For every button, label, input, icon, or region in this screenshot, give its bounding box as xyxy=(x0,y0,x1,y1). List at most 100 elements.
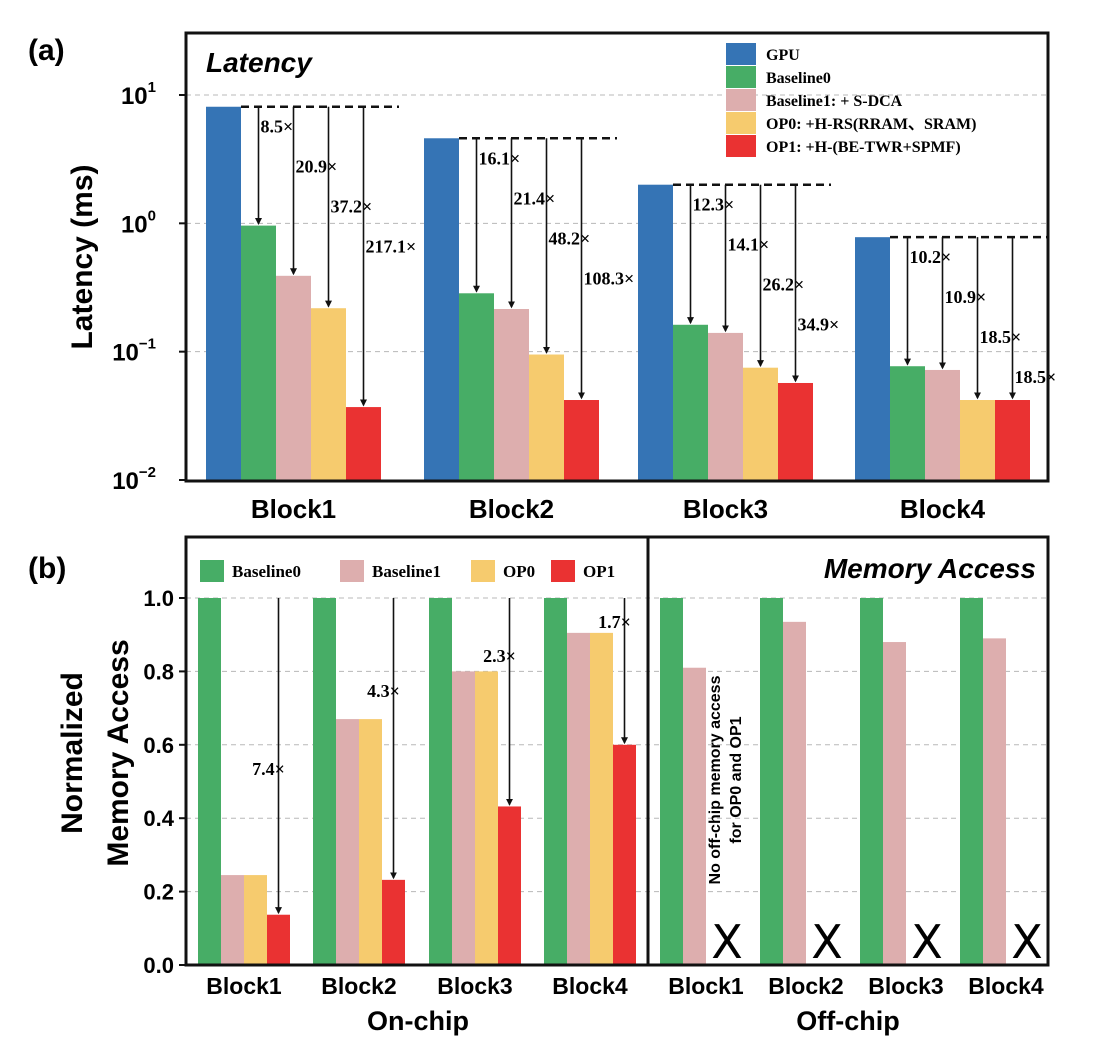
speedup-label: 18.5× xyxy=(980,327,1022,347)
bar-op1-block1 xyxy=(346,407,381,481)
bar-onchip-op1-block4 xyxy=(613,744,636,965)
legend-swatch-baseline1 xyxy=(726,89,756,111)
panel-b: (b) 7.4× 4.3× 2.3× 1.7× X X X X Memory Access B… xyxy=(28,535,1050,1036)
bar-offchip-baseline0-block4 xyxy=(960,598,983,965)
legend-label-op1: OP1 xyxy=(583,562,615,581)
bar-baseline0-block4 xyxy=(890,366,925,481)
panel-b-reduction-annotations: 7.4× 4.3× 2.3× 1.7× X X X X xyxy=(252,598,1043,969)
panel-b-y-axis-label-line2: Memory Access xyxy=(102,639,135,866)
panel-a-y-axis-label: Latency (ms) xyxy=(66,164,99,349)
legend-label-op0: OP0: +H-RS(RRAM、SRAM) xyxy=(766,116,976,133)
legend-label-baseline0: Baseline0 xyxy=(232,562,301,581)
legend-label-op1: OP1: +H-(BE-TWR+SPMF) xyxy=(766,139,961,156)
speedup-label: 14.1× xyxy=(728,235,770,255)
panel-a-x-labels: Block1 Block2 Block3 Block4 xyxy=(251,494,986,524)
reduction-label: 7.4× xyxy=(252,759,285,779)
bar-onchip-baseline1-block4 xyxy=(567,632,590,965)
x-tick-label-offchip-block3: Block3 xyxy=(868,973,943,999)
bar-onchip-baseline0-block2 xyxy=(313,598,336,965)
panel-b-y-axis-label-line1: Normalized xyxy=(56,672,89,834)
y-tick-label: 1.0 xyxy=(143,586,174,611)
legend-swatch-op1 xyxy=(551,560,575,582)
bar-offchip-baseline0-block1 xyxy=(660,598,683,965)
legend-label-baseline0: Baseline0 xyxy=(766,70,831,87)
bar-onchip-baseline1-block1 xyxy=(221,875,244,965)
panel-a-letter: (a) xyxy=(28,34,65,67)
panel-a-speedup-annotations: 8.5×20.9× 37.2× 217.1× 16.1× 21.4× 48.2× 108.3… xyxy=(241,105,1056,407)
speedup-label: 108.3× xyxy=(584,268,635,288)
reduction-label: 1.7× xyxy=(598,612,631,632)
speedup-label: 10.9× xyxy=(945,287,987,307)
panel-b-frame xyxy=(184,535,1050,967)
speedup-label: 8.5× xyxy=(261,117,294,137)
y-tick-label: 0.2 xyxy=(143,880,174,905)
bar-baseline1-block2 xyxy=(494,308,529,481)
legend-swatch-op0 xyxy=(726,112,756,134)
panel-a-legend: GPU Baseline0 Baseline1: + S-DCA OP0: +H-RS… xyxy=(726,43,976,157)
bar-onchip-baseline0-block1 xyxy=(198,598,221,965)
speedup-label: 217.1× xyxy=(366,237,417,257)
y-tick-label: 10−2 xyxy=(112,464,156,495)
bar-baseline0-block3 xyxy=(673,324,708,481)
bar-onchip-op0-block4 xyxy=(590,632,613,965)
speedup-label: 37.2× xyxy=(331,197,373,217)
panel-b-y-ticks: 0.0 0.2 0.4 0.6 0.8 1.0 xyxy=(143,586,186,978)
reduction-label: 4.3× xyxy=(367,681,400,701)
bar-offchip-baseline0-block3 xyxy=(860,598,883,965)
y-tick-label: 0.6 xyxy=(143,733,174,758)
x-tick-label-onchip-block3: Block3 xyxy=(437,973,512,999)
speedup-label: 34.9× xyxy=(798,315,840,335)
panel-b-letter: (b) xyxy=(28,552,66,585)
speedup-label: 21.4× xyxy=(514,188,556,208)
panel-a-title: Latency xyxy=(206,47,313,78)
y-tick-label: 0.8 xyxy=(143,659,174,684)
panel-b-legend: Baseline0 Baseline1 OP0 OP1 xyxy=(200,560,615,582)
panel-a: (a) 8.5×20.9× 37.2× 217.1× 16.1× 21.4× 48.2× 1… xyxy=(28,31,1056,524)
not-applicable-mark: X xyxy=(1011,915,1043,969)
bar-gpu-block4 xyxy=(855,237,890,481)
speedup-label: 10.2× xyxy=(910,247,952,267)
not-applicable-mark: X xyxy=(911,915,943,969)
bar-onchip-op1-block3 xyxy=(498,806,521,965)
y-tick-label: 10−1 xyxy=(112,336,156,367)
off-chip-note-line2: for OP0 and OP1 xyxy=(728,716,745,843)
panel-b-x-labels: Block1 Block2 Block3 Block4 Block1 Block2 Bloc… xyxy=(206,973,1044,999)
bar-baseline1-block1 xyxy=(276,275,311,481)
legend-label-baseline1: Baseline1 xyxy=(372,562,441,581)
legend-label-op0: OP0 xyxy=(503,562,535,581)
speedup-label: 48.2× xyxy=(549,228,591,248)
x-tick-label-offchip-block1: Block1 xyxy=(668,973,744,999)
reduction-label: 2.3× xyxy=(483,646,516,666)
not-applicable-mark: X xyxy=(711,915,743,969)
bar-onchip-op1-block1 xyxy=(267,914,290,965)
panel-a-y-ticks: 101 100 10−1 10−2 xyxy=(112,79,186,495)
x-tick-label-block4: Block4 xyxy=(900,494,986,524)
x-tick-label-offchip-block2: Block2 xyxy=(768,973,843,999)
bar-offchip-baseline1-block1 xyxy=(683,667,706,965)
bar-baseline1-block4 xyxy=(925,369,960,481)
bar-onchip-op0-block1 xyxy=(244,875,267,965)
speedup-label: 16.1× xyxy=(479,148,521,168)
off-chip-note-line1: No off-chip memory access xyxy=(707,675,724,884)
bar-op0-block4 xyxy=(960,400,995,481)
x-tick-label-onchip-block1: Block1 xyxy=(206,973,282,999)
bar-onchip-baseline1-block3 xyxy=(452,671,475,965)
legend-swatch-op0 xyxy=(471,560,495,582)
legend-swatch-baseline0 xyxy=(200,560,224,582)
bar-op0-block3 xyxy=(743,367,778,481)
y-tick-label: 0.0 xyxy=(143,953,174,978)
legend-swatch-op1 xyxy=(726,135,756,157)
bar-gpu-block2 xyxy=(424,138,459,481)
bar-baseline0-block2 xyxy=(459,293,494,481)
speedup-label: 20.9× xyxy=(296,157,338,177)
bar-onchip-baseline1-block2 xyxy=(336,719,359,965)
x-tick-label-offchip-block4: Block4 xyxy=(968,973,1044,999)
bar-op1-block3 xyxy=(778,382,813,481)
bar-op0-block1 xyxy=(311,308,346,481)
bar-op0-block2 xyxy=(529,354,564,481)
x-tick-label-onchip-block4: Block4 xyxy=(552,973,628,999)
panel-b-bars xyxy=(198,598,1006,965)
bar-offchip-baseline0-block2 xyxy=(760,598,783,965)
group-label-on-chip: On-chip xyxy=(367,1006,469,1036)
bar-onchip-baseline0-block3 xyxy=(429,598,452,965)
